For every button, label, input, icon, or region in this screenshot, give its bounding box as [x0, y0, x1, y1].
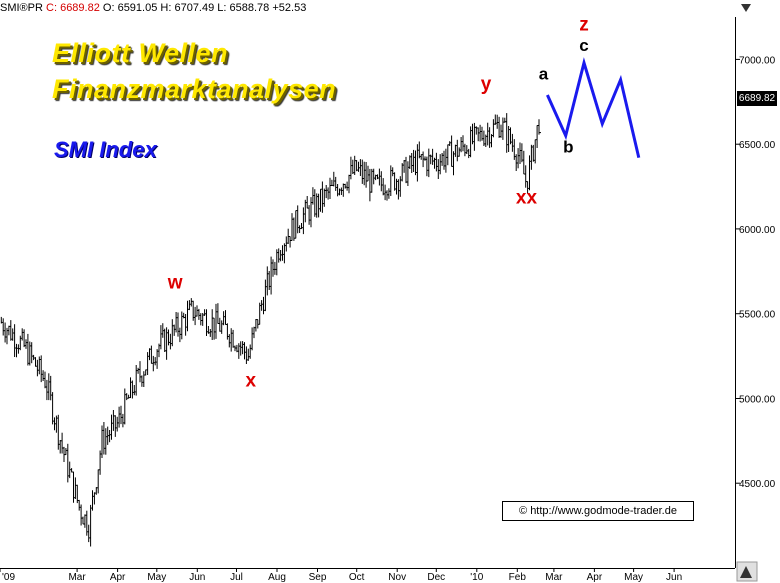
x-tick-label: Apr	[110, 572, 126, 583]
y-tick: 6000.00	[735, 225, 776, 236]
wave-label: z	[579, 15, 589, 36]
x-tick-label: May	[624, 572, 643, 583]
y-tick: 5000.00	[735, 395, 776, 406]
price-bar	[225, 310, 228, 325]
x-tick-label: Mar	[68, 572, 86, 583]
x-tick-label: '09	[2, 572, 15, 583]
wave-projection	[546, 57, 641, 159]
price-bar	[538, 119, 541, 135]
x-tick: '09	[0, 568, 15, 583]
y-tick: 5500.00	[735, 310, 776, 321]
wave-label: x	[246, 371, 257, 392]
symbol-label: SMI®PR	[0, 2, 43, 14]
x-tick-label: Jul	[230, 572, 243, 583]
y-tick-label: 6000.00	[739, 225, 776, 236]
y-tick: 7000.00	[735, 55, 776, 66]
x-tick: Nov	[388, 568, 406, 583]
wave-labels: w x y xx a b cz	[167, 15, 589, 392]
wave-label: w	[167, 272, 183, 293]
index-subtitle: SMI Index	[54, 137, 157, 162]
high-price: H: 6707.49	[160, 2, 215, 14]
wave-label: a	[539, 65, 549, 84]
x-tick-label: May	[147, 572, 166, 583]
y-tick: 6500.00	[735, 140, 776, 151]
x-tick: Oct	[349, 568, 365, 583]
y-tick-label: 6500.00	[739, 140, 776, 151]
y-tick: 4500.00	[735, 479, 776, 490]
triangle-up-icon[interactable]	[740, 566, 752, 578]
x-tick: Aug	[268, 568, 286, 583]
x-tick: Mar	[68, 568, 86, 583]
price-bar	[232, 329, 236, 348]
x-tick-label: Jun	[666, 572, 682, 583]
wave-label: y	[481, 74, 492, 95]
scroll-arrows[interactable]	[736, 4, 758, 582]
y-axis-ticks: 4500.00 5000.00 5500.00 6000.00 6500.00 7000.…	[735, 55, 776, 490]
x-tick: '10	[470, 568, 484, 583]
x-tick-label: Nov	[388, 572, 406, 583]
x-tick: Sep	[309, 568, 327, 583]
quote-header: SMI®PR C: 6689.82 O: 6591.05 H: 6707.49 …	[0, 0, 735, 17]
x-tick: Mar	[545, 568, 563, 583]
x-tick: Jun	[189, 568, 205, 583]
x-tick-label: Mar	[545, 572, 563, 583]
last-price-tag: 6689.82	[737, 91, 777, 106]
price-bars	[0, 113, 541, 547]
price-bar	[447, 144, 450, 166]
x-tick-label: Apr	[587, 572, 603, 583]
x-tick: May	[147, 568, 166, 583]
x-tick: Apr	[110, 568, 126, 583]
wave-label: b	[563, 138, 573, 157]
projection-line	[546, 57, 641, 159]
x-tick: Jul	[230, 568, 243, 583]
close-price: C: 6689.82	[46, 2, 100, 14]
change-value: +52.53	[272, 2, 307, 14]
x-tick: Feb	[509, 568, 527, 583]
x-tick: May	[624, 568, 643, 583]
price-bar	[90, 504, 93, 547]
x-tick-label: '10	[470, 572, 483, 583]
x-tick-label: Sep	[309, 572, 327, 583]
x-tick-label: Aug	[268, 572, 286, 583]
title-line-2: Finanzmarktanalysen	[52, 74, 337, 104]
x-tick-label: Feb	[509, 572, 527, 583]
wave-label: xx	[516, 188, 538, 209]
x-tick-label: Oct	[349, 572, 365, 583]
x-tick: Apr	[587, 568, 603, 583]
y-tick-label: 4500.00	[739, 479, 776, 490]
x-axis-ticks: '09 Mar Apr May Jun Jul Aug Sep Oct Nov Dec '10 Feb M…	[0, 568, 682, 583]
x-tick-label: Jun	[189, 572, 205, 583]
x-tick: Dec	[427, 568, 445, 583]
wave-label: c	[579, 36, 588, 55]
price-bar	[71, 468, 74, 473]
x-tick: Jun	[666, 568, 682, 583]
y-tick-label: 5000.00	[739, 395, 776, 406]
open-price: O: 6591.05	[102, 2, 158, 14]
copyright-box[interactable]: © http://www.godmode-trader.de	[502, 501, 694, 521]
y-tick-label: 7000.00	[739, 55, 776, 66]
low-price: L: 6588.78	[217, 2, 270, 14]
triangle-down-icon[interactable]	[741, 4, 751, 12]
title-line-1: Elliott Wellen	[52, 38, 229, 68]
x-tick-label: Dec	[427, 572, 445, 583]
y-tick-label: 5500.00	[739, 310, 776, 321]
